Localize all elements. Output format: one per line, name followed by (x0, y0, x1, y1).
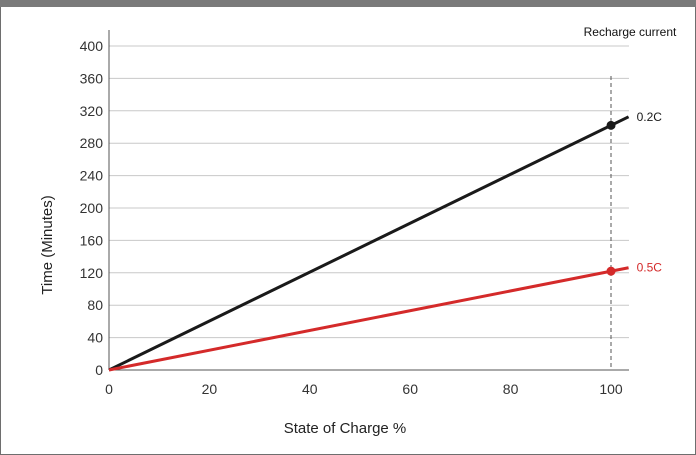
series-label: 0.2C (637, 110, 663, 124)
x-tick-label: 40 (302, 381, 318, 397)
series-group: 0.2C 0.5C (108, 110, 663, 372)
x-axis-title: State of Charge % (284, 420, 407, 437)
y-tick-label: 240 (80, 168, 104, 184)
y-tick-label: 200 (80, 200, 104, 216)
series-label: 0.5C (637, 261, 663, 275)
x-tick-label: 80 (503, 381, 519, 397)
y-tick-labels: 0 40 80 120 160 200 240 280 320 360 400 (80, 38, 104, 378)
y-tick-label: 40 (87, 330, 103, 346)
series-line-0.5C (108, 266, 629, 372)
y-tick-label: 160 (80, 232, 104, 248)
series-marker-0.2C (606, 120, 616, 130)
y-tick-label: 400 (80, 38, 104, 54)
y-tick-label: 280 (80, 135, 104, 151)
series-marker-0.5C (606, 266, 616, 276)
y-tick-label: 80 (87, 297, 103, 313)
axes (108, 30, 629, 371)
header-bar (0, 0, 696, 7)
y-tick-label: 0 (95, 362, 103, 378)
x-tick-label: 20 (202, 381, 218, 397)
x-tick-labels: 0 20 40 60 80 100 (105, 381, 623, 397)
legend-title: Recharge current (584, 25, 677, 39)
y-axis-title: Time (Minutes) (39, 195, 56, 294)
y-tick-label: 120 (80, 265, 104, 281)
series-line-0.2C (108, 115, 630, 372)
x-tick-label: 60 (402, 381, 418, 397)
x-tick-label: 100 (599, 381, 623, 397)
gridlines (109, 45, 629, 339)
x-tick-label: 0 (105, 381, 113, 397)
y-tick-label: 320 (80, 103, 104, 119)
y-tick-label: 360 (80, 70, 104, 86)
